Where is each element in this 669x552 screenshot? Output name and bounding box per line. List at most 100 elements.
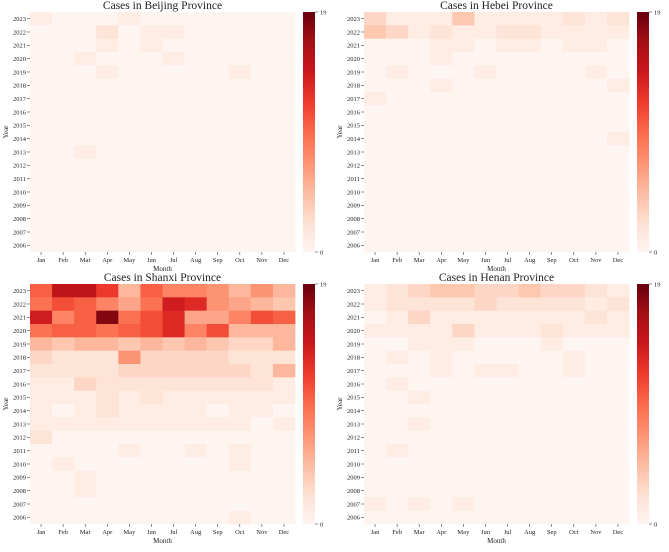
heatmap-cell: [474, 484, 497, 498]
heatmap-cell: [30, 310, 53, 325]
heatmap-cell: [118, 390, 141, 405]
heatmap-cell: [452, 92, 475, 106]
heatmap-cell: [562, 390, 586, 405]
heatmap-cell: [386, 78, 409, 93]
colorbar: [303, 284, 315, 524]
heatmap-cell: [206, 377, 230, 392]
y-tick-label: 2010: [13, 461, 26, 468]
heatmap-cell: [496, 185, 519, 200]
heatmap-cell: [606, 225, 630, 240]
heatmap-cell: [364, 324, 387, 338]
heatmap-cell: [272, 238, 296, 253]
heatmap-cell: [206, 52, 230, 66]
colorbar-tick-label: 0: [654, 522, 657, 529]
heatmap-cell: [452, 52, 475, 66]
chart-title: Cases in Hebei Province: [440, 0, 553, 12]
heatmap-cell: [562, 52, 586, 66]
heatmap-cell: [430, 310, 453, 325]
heatmap-cell: [606, 118, 630, 133]
heatmap-cell: [184, 52, 208, 66]
heatmap-cell: [96, 444, 119, 458]
heatmap-cell: [140, 132, 163, 146]
y-tick-label: 2013: [13, 149, 26, 156]
heatmap-cell: [606, 310, 630, 325]
heatmap-cell: [452, 118, 475, 133]
heatmap-cell: [96, 118, 119, 133]
heatmap-cell: [606, 185, 630, 200]
heatmap-cell: [162, 350, 185, 365]
heatmap-cell: [540, 324, 564, 338]
heatmap-cell: [562, 377, 586, 392]
heatmap-cell: [118, 105, 141, 120]
heatmap-cell: [250, 158, 274, 173]
heatmap-cell: [30, 225, 53, 240]
heatmap-cell: [206, 364, 230, 378]
y-tick-label: 2016: [13, 109, 27, 116]
heatmap-cell: [52, 185, 75, 200]
x-tick-label: Apr: [436, 257, 447, 264]
heatmap-cell: [408, 212, 431, 226]
heatmap-cell: [228, 404, 252, 418]
heatmap-cell: [496, 65, 519, 80]
heatmap-cell: [364, 337, 387, 352]
heatmap-cell: [184, 404, 208, 418]
heatmap-cell: [584, 105, 608, 120]
heatmap-cell: [118, 118, 141, 133]
heatmap-cell: [584, 377, 608, 392]
heatmap-cell: [30, 105, 53, 120]
heatmap-cell: [430, 212, 453, 226]
y-tick-label: 2021: [347, 43, 360, 50]
heatmap-cell: [386, 92, 409, 106]
x-tick-label: Nov: [256, 529, 268, 536]
heatmap-cell: [96, 92, 119, 106]
heatmap-cell: [206, 510, 230, 525]
heatmap-cell: [250, 484, 274, 498]
heatmap-cell: [184, 212, 208, 226]
heatmap-cell: [408, 52, 431, 66]
heatmap-cell: [430, 457, 453, 472]
heatmap-cell: [30, 350, 53, 365]
heatmap-cell: [250, 417, 274, 432]
heatmap-cell: [518, 444, 542, 458]
heatmap-cell: [562, 172, 586, 186]
heatmap-cell: [140, 238, 163, 253]
heatmap-cell: [162, 284, 185, 298]
heatmap-cell: [74, 444, 97, 458]
heatmap-cell: [430, 105, 453, 120]
heatmap-cell: [496, 430, 519, 445]
heatmap-cell: [206, 78, 230, 93]
heatmap-cell: [52, 78, 75, 93]
heatmap-cell: [474, 145, 497, 160]
heatmap-cell: [272, 457, 296, 472]
x-tick-label: Aug: [190, 257, 202, 264]
heatmap-cell: [140, 444, 163, 458]
heatmap-cell: [184, 337, 208, 352]
heatmap-cell: [386, 284, 409, 298]
heatmap-cell: [118, 350, 141, 365]
heatmap-cell: [518, 118, 542, 133]
heatmap-cell: [118, 364, 141, 378]
x-tick-label: Mar: [80, 257, 92, 264]
heatmap-cell: [474, 390, 497, 405]
heatmap-cell: [96, 377, 119, 392]
heatmap-cell: [30, 284, 53, 298]
x-tick-label: Dec: [279, 529, 290, 536]
heatmap-cell: [118, 470, 141, 485]
heatmap-cell: [386, 444, 409, 458]
heatmap-cell: [452, 444, 475, 458]
y-tick-label: 2010: [347, 189, 360, 196]
heatmap-cell: [140, 350, 163, 365]
y-tick-label: 2006: [13, 243, 27, 250]
heatmap-cell: [184, 350, 208, 365]
heatmap-cell: [364, 118, 387, 133]
heatmap-cell: [52, 52, 75, 66]
y-tick-label: 2023: [13, 288, 26, 295]
x-tick-label: Sep: [547, 529, 557, 536]
heatmap-cell: [184, 158, 208, 173]
y-tick-label: 2014: [13, 408, 27, 415]
heatmap-cell: [364, 417, 387, 432]
heatmap-cell: [474, 12, 497, 26]
heatmap-cell: [118, 324, 141, 338]
heatmap-cell: [386, 350, 409, 365]
heatmap-cell: [474, 444, 497, 458]
